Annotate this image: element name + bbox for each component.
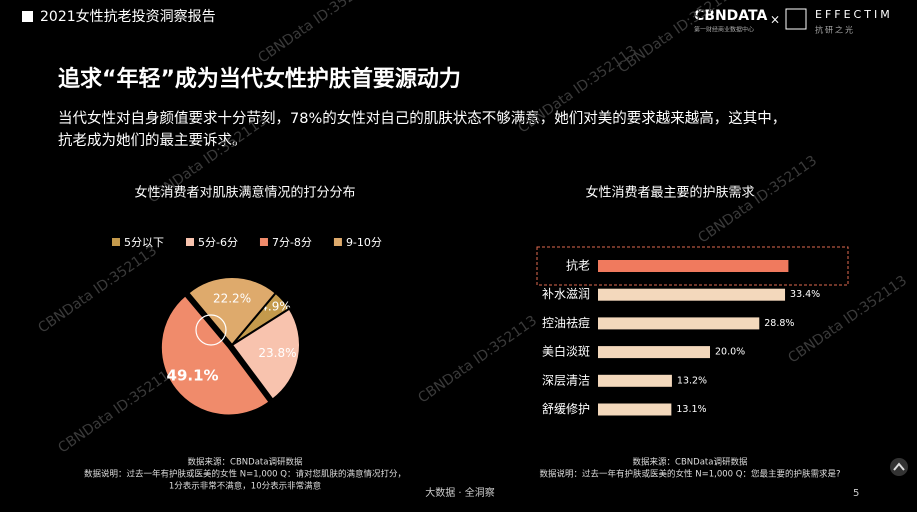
- bar-value-label: 34.0%: [746, 259, 788, 273]
- pie-value-label: 49.1%: [167, 367, 219, 385]
- watermark: CBNData ID:352113: [785, 273, 910, 367]
- pie-slice: [186, 276, 278, 347]
- pie-slice: [230, 307, 301, 401]
- face-icon: [195, 314, 227, 346]
- legend-label: 9-10分: [346, 236, 382, 249]
- bar: [598, 260, 789, 272]
- source-note: 1分表示非常不满意，10分表示非常满意: [169, 481, 321, 492]
- bar-value-label: 20.0%: [715, 347, 745, 358]
- scroll-top-button[interactable]: [890, 458, 908, 476]
- bar-value-label: 28.8%: [764, 318, 794, 329]
- pie-slice: [159, 293, 271, 417]
- logo-cbn-sub: 第一财经商业数据中心: [694, 26, 754, 34]
- legend-swatch: [112, 238, 120, 246]
- legend-swatch: [259, 238, 268, 246]
- chart-title: 女性消费者对肌肤满意情况的打分分布: [134, 185, 355, 201]
- source-note: 数据来源：CBNData调研数据: [633, 457, 748, 468]
- bar-value-label: 13.1%: [676, 404, 706, 415]
- bar-category-label: 舒缓修护: [542, 401, 590, 416]
- bar-category-label: 美白淡斑: [542, 344, 590, 359]
- watermark: CBNData ID:352113: [35, 243, 160, 337]
- bar: [598, 403, 672, 416]
- header: 2021女性抗老投资洞察报告: [40, 8, 216, 25]
- logo-icon: [785, 8, 807, 30]
- watermark: CBNData ID:352113: [255, 0, 380, 67]
- watermark: CBNData ID:352113: [55, 363, 180, 457]
- legend-label: 5分以下: [124, 236, 164, 249]
- footer: 大数据 · 全洞察: [425, 486, 495, 499]
- bar-value-label: 33.4%: [790, 289, 820, 300]
- subtitle: 当代女性对自身颜值要求十分苛刻，78%的女性对自己的肌肤状态不够满意，她们对美的…: [58, 109, 786, 127]
- legend-swatch: [333, 238, 342, 246]
- chart-title: 女性消费者最主要的护肤需求: [585, 185, 754, 201]
- header-mark: [22, 11, 33, 22]
- logo-effectim-sub: 抗研之光: [815, 25, 855, 35]
- subtitle: 抗老成为她们的最主要诉求。: [58, 132, 247, 149]
- bar: [598, 317, 760, 330]
- bar-category-label: 补水滋润: [542, 287, 590, 301]
- legend-label: 7分-8分: [272, 236, 312, 249]
- bar: [598, 374, 672, 387]
- pie-value-label: 22.2%: [213, 291, 251, 305]
- bar-value-label: 13.2%: [677, 375, 707, 386]
- source-note: 数据说明：过去一年有护肤或医美的女性 N=1,000 Q：您最主要的护肤需求是?: [540, 469, 841, 480]
- source-note: 数据来源：CBNData调研数据: [188, 457, 303, 468]
- page-number: 5: [853, 488, 859, 499]
- bar-category-label: 抗老: [566, 258, 590, 273]
- title: 追求“年轻”成为当代女性护肤首要源动力: [58, 66, 461, 92]
- scroll-top-icon: [893, 462, 905, 471]
- legend-label: 5分-6分: [198, 236, 238, 249]
- highlight-box: [536, 246, 849, 286]
- bar-category-label: 深层清洁: [542, 373, 590, 387]
- pie-value-label: 23.8%: [258, 346, 296, 360]
- watermark: CBNData ID:352113: [415, 313, 540, 407]
- logo-cbn: CBNDATA: [694, 8, 767, 24]
- bar-category-label: 控油祛痘: [542, 315, 590, 330]
- logo-effectim: EFFECTIM: [815, 8, 893, 21]
- bar: [598, 346, 710, 359]
- logo-cross: ×: [770, 13, 780, 27]
- bar: [598, 288, 786, 301]
- legend-swatch: [186, 238, 194, 246]
- source-note: 数据说明：过去一年有护肤或医美的女性 N=1,000 Q：请对您肌肤的满意情况打…: [84, 469, 406, 480]
